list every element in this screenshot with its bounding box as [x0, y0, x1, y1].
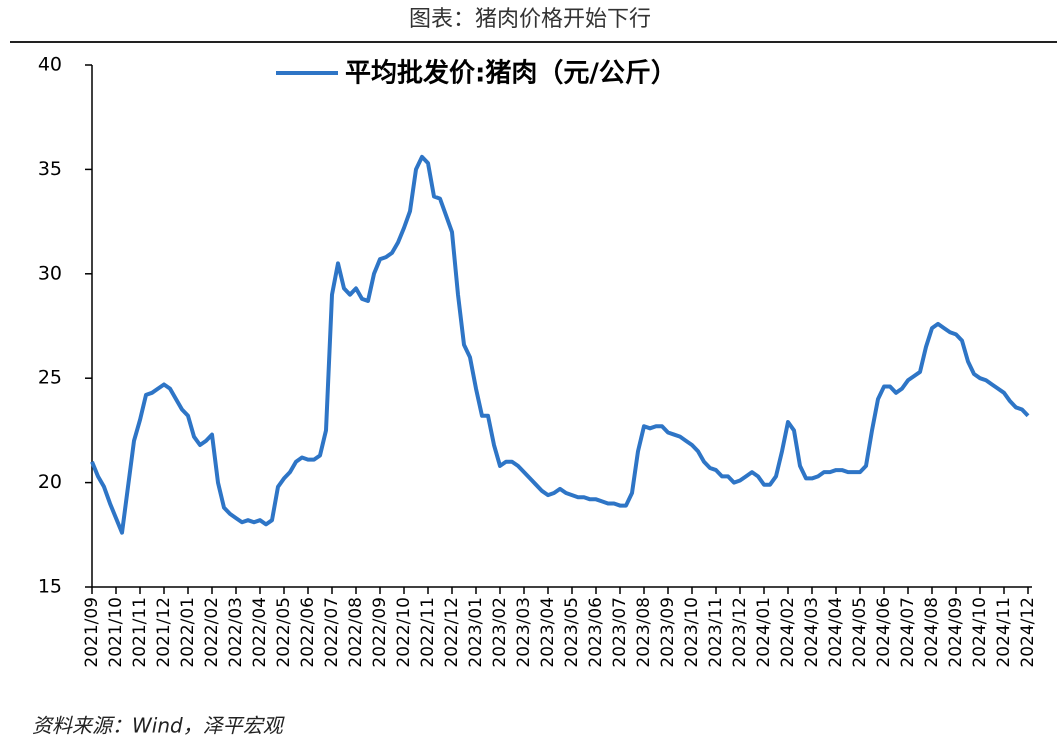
x-tick-label: 2021/10 [106, 597, 126, 668]
x-tick-label: 2022/04 [250, 597, 270, 668]
x-tick-label: 2023/02 [490, 597, 510, 668]
x-tick-label: 2024/02 [778, 597, 798, 668]
x-tick-label: 2023/01 [466, 597, 486, 668]
x-tick-label: 2023/10 [682, 597, 702, 668]
x-tick-label: 2021/09 [82, 597, 102, 668]
x-tick-label: 2023/07 [610, 597, 630, 668]
x-tick-label: 2024/03 [802, 597, 822, 668]
x-tick-label: 2023/09 [658, 597, 678, 668]
x-tick-label: 2022/03 [226, 597, 246, 668]
x-tick-label: 2024/07 [898, 597, 918, 668]
x-tick-label: 2021/11 [130, 597, 150, 668]
data-line [90, 154, 1030, 535]
y-tick-label: 20 [38, 471, 62, 493]
x-tick-label: 2024/04 [826, 597, 846, 668]
x-tick-label: 2021/12 [154, 597, 174, 668]
legend-label: 平均批发价:猪肉（元/公斤） [345, 58, 677, 89]
y-tick-label: 25 [38, 367, 62, 389]
x-tick-label: 2022/10 [394, 597, 414, 668]
source-note: 资料来源：Wind，泽平宏观 [32, 714, 285, 738]
chart-title: 图表：猪肉价格开始下行 [409, 7, 651, 32]
x-tick-label: 2024/12 [1018, 597, 1038, 668]
x-tick-label: 2024/01 [754, 597, 774, 668]
x-tick-label: 2024/09 [946, 597, 966, 668]
x-tick-label: 2022/01 [178, 597, 198, 668]
x-tick-label: 2022/06 [298, 597, 318, 668]
y-tick-label: 30 [38, 262, 62, 284]
x-tick-label: 2022/11 [418, 597, 438, 668]
x-tick-label: 2022/12 [442, 597, 462, 668]
x-tick-label: 2023/05 [562, 597, 582, 668]
x-tick-label: 2024/08 [922, 597, 942, 668]
x-tick-label: 2023/06 [586, 597, 606, 668]
x-tick-label: 2022/08 [346, 597, 366, 668]
x-tick-label: 2024/10 [970, 597, 990, 668]
y-tick-label: 15 [38, 576, 62, 598]
x-tick-label: 2023/12 [730, 597, 750, 668]
y-tick-label: 35 [38, 158, 62, 180]
x-tick-label: 2024/05 [850, 597, 870, 668]
x-tick-label: 2022/02 [202, 597, 222, 668]
x-tick-label: 2024/06 [874, 597, 894, 668]
x-tick-label: 2023/04 [538, 597, 558, 668]
x-tick-label: 2024/11 [994, 597, 1014, 668]
x-tick-label: 2023/03 [514, 597, 534, 668]
x-tick-label: 2022/07 [322, 597, 342, 668]
x-tick-label: 2023/08 [634, 597, 654, 668]
x-tick-label: 2022/05 [274, 597, 294, 668]
x-tick-label: 2023/11 [706, 597, 726, 668]
x-tick-label: 2022/09 [370, 597, 390, 668]
y-tick-label: 40 [38, 54, 62, 76]
